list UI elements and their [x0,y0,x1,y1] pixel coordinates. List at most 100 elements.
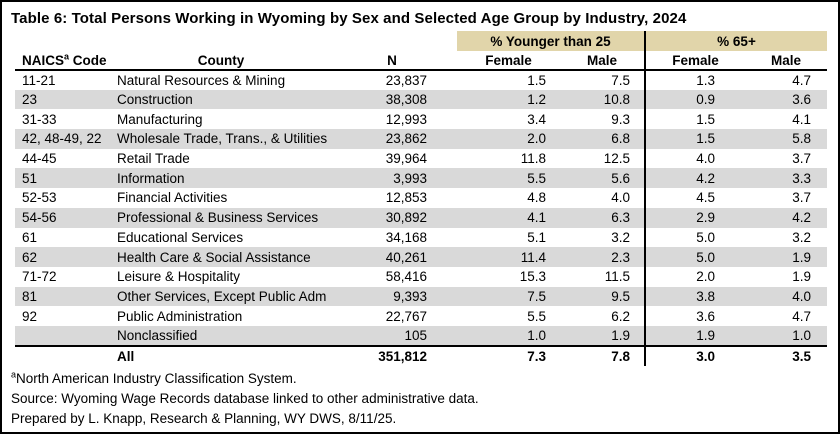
table-row: 92 Public Administration 22,767 5.5 6.2 3.6 4.… [15,306,827,326]
table-row: 52-53 Financial Activities 12,853 4.8 4.0 4.5… [15,188,827,208]
cell-f65: 4.0 [644,148,745,169]
cell-code: 52-53 [22,190,57,206]
cell-n: 58,416 [385,269,427,285]
cell-industry: Public Administration [117,308,243,324]
naics-footnote-marker: a [64,51,70,61]
cell-m65: 1.9 [792,269,811,285]
table-row: Nonclassified 105 1.0 1.9 1.9 1.0 [15,325,827,346]
cell-code: 61 [22,229,38,245]
footnote-source: Source: Wyoming Wage Records database li… [11,390,479,406]
cell-m25: 9.3 [611,111,630,127]
table-row: 61 Educational Services 34,168 5.1 3.2 5.0 3.2 [15,227,827,248]
cell-code: 11-21 [22,72,56,88]
cell-m65: 3.7 [792,151,811,167]
cell-code: 51 [15,168,115,189]
cell-m25: 5.6 [560,168,645,189]
cell-f65: 4.5 [644,188,745,208]
cell-f25: 4.1 [457,207,560,228]
cell-f65: 0.9 [644,89,745,110]
cell-m25: 10.8 [560,89,645,110]
table-row: 44-45 Retail Trade 39,964 11.8 12.5 4.0 3.7 [15,148,827,169]
footnotes: aNorth American Industry Classification … [11,369,838,429]
column-header-county: County [115,51,327,71]
cell-f65: 4.2 [644,168,745,189]
cell-f25: 5.5 [527,308,546,324]
cell-code: 23 [15,89,115,110]
cell-code: 92 [22,308,38,324]
table-row: 81 Other Services, Except Public Admin. 9,… [15,286,827,307]
cell-industry: Professional & Business Services [115,207,327,228]
cell-industry: Manufacturing [117,111,203,127]
cell-m65: 3.3 [745,168,827,189]
cell-m25: 12.5 [603,151,630,167]
footnote-prepared: Prepared by L. Knapp, Research & Plannin… [11,410,397,426]
cell-m65: 3.2 [792,229,811,245]
cell-n: 22,767 [385,308,427,324]
cell-m25: 3.2 [611,229,630,245]
table-row: 62 Health Care & Social Assistance 40,261 1… [15,247,827,267]
table-row: 51 Information 3,993 5.5 5.6 4.2 3.3 [15,168,827,189]
total-cell-female-under-25: 7.3 [457,344,560,366]
cell-m25: 4.0 [611,190,630,206]
group-header-younger-than-25: % Younger than 25 [457,31,645,51]
cell-code: 42, 48-49, 22 [15,129,115,149]
total-cell-male-65-plus: 3.5 [745,344,827,366]
cell-n: 105 [327,325,457,346]
cell-f65: 1.5 [644,129,745,149]
total-row: All 351,812 7.3 7.8 3.0 3.5 [15,344,827,366]
cell-f25: 15.3 [519,269,546,285]
column-header-naics-code: NAICSa Code [15,51,115,71]
cell-n: 3,993 [327,168,457,189]
cell-m65: 5.8 [745,129,827,149]
cell-f25: 3.4 [527,111,546,127]
cell-industry: Financial Activities [117,190,228,206]
cell-m65: 1.9 [745,247,827,267]
cell-industry: Construction [115,89,327,110]
table-title: Table 6: Total Persons Working in Wyomin… [11,10,687,27]
cell-n: 34,168 [385,229,427,245]
table-row: 11-21 Natural Resources & Mining 23,837 1.5… [15,70,827,90]
column-header-male-under-25: Male [560,51,645,71]
cell-f65: 1.3 [644,70,745,90]
total-cell-industry: All [115,344,327,366]
cell-f25: 2.0 [457,129,560,149]
cell-n: 12,853 [385,190,427,206]
total-cell-male-under-25: 7.8 [560,344,645,366]
cell-m25: 7.5 [611,72,630,88]
cell-m25: 1.9 [560,325,645,346]
cell-m25: 9.5 [560,286,645,307]
group-header-65-plus: % 65+ [644,31,827,51]
cell-industry: Other Services, Except Public Admin. [115,286,327,307]
cell-m65: 4.7 [792,308,811,324]
cell-m65: 4.7 [792,72,811,88]
footnote-naics: aNorth American Industry Classification … [11,369,297,386]
cell-industry: Educational Services [117,229,244,245]
cell-f25: 1.5 [527,72,546,88]
cell-code: 81 [15,286,115,307]
cell-f65: 3.6 [644,306,745,326]
cell-n: 30,892 [327,207,457,228]
cell-f25: 1.0 [457,325,560,346]
cell-f65: 5.0 [644,227,745,248]
cell-m65: 1.0 [745,325,827,346]
cell-industry: Leisure & Hospitality [117,269,241,285]
cell-f25: 4.8 [527,190,546,206]
cell-n: 9,393 [327,286,457,307]
table-row: 42, 48-49, 22 Wholesale Trade, Trans., & … [15,129,827,149]
cell-f65: 1.5 [644,109,745,130]
cell-m65: 4.2 [745,207,827,228]
cell-industry: Health Care & Social Assistance [115,247,327,267]
table-row: 31-33 Manufacturing 12,993 3.4 9.3 1.5 4.1 [15,109,827,130]
cell-m25: 6.8 [560,129,645,149]
cell-f25: 11.8 [520,151,546,167]
cell-f25: 5.5 [457,168,560,189]
group-header-row: % Younger than 25 % 65+ [15,31,827,51]
industry-table: % Younger than 25 % 65+ NAICSa Code Coun… [15,31,827,366]
cell-industry: Information [115,168,327,189]
cell-m65: 3.7 [792,190,811,206]
cell-f65: 2.0 [644,266,745,287]
cell-m25: 6.3 [560,207,645,228]
cell-n: 23,862 [327,129,457,149]
cell-m65: 3.6 [745,89,827,110]
footnote-marker: a [11,369,17,380]
